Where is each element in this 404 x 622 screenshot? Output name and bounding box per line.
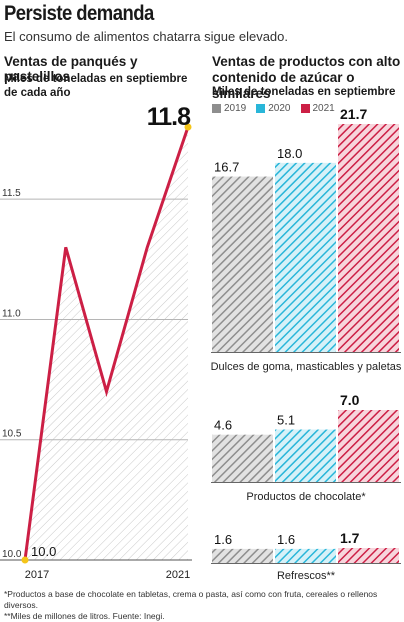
line-area-hatch xyxy=(25,127,188,560)
bar-label-g2-2020: 1.6 xyxy=(277,532,295,547)
legend-swatch-2021 xyxy=(300,104,310,113)
line-point-end xyxy=(184,123,192,131)
y-tick-label-2: 11.0 xyxy=(2,308,21,319)
legend-item-2019: 2019 xyxy=(212,103,246,114)
bar-g2-2020 xyxy=(275,548,336,563)
bar-g2-2019 xyxy=(212,548,273,563)
legend-swatch-2019 xyxy=(212,104,221,113)
footnote-1: *Productos a base de chocolate en tablet… xyxy=(4,589,378,610)
bar-label-g1-2019: 4.6 xyxy=(214,418,232,433)
legend-label-2019: 2019 xyxy=(224,103,247,114)
data-label-last: 11.8 xyxy=(147,103,191,131)
bar-g0-2020 xyxy=(275,162,336,352)
bar-chart-subtitle: Miles de toneladas en septiembre xyxy=(212,86,396,98)
y-tick-label-1: 10.5 xyxy=(2,429,22,440)
bar-g0-2021 xyxy=(338,124,399,352)
legend-item-2020: 2020 xyxy=(256,103,291,114)
footnote-2: **Miles de millones de litros. Fuente: I… xyxy=(4,611,165,621)
bar-label-g2-2019: 1.6 xyxy=(214,532,232,547)
legend-label-2020: 2020 xyxy=(268,103,291,114)
bar-g1-2020 xyxy=(275,429,336,482)
legend-label-2021: 2021 xyxy=(312,103,335,114)
page-subtitle: El consumo de alimentos chatarra sigue e… xyxy=(4,29,288,44)
page-title: Persiste demanda xyxy=(4,2,154,25)
line-series xyxy=(23,126,190,561)
bar-label-g1-2021: 7.0 xyxy=(340,392,360,408)
group-label-2: Refrescos** xyxy=(277,570,336,582)
line-chart-title: Ventas de panqués y pastelillos xyxy=(4,54,138,84)
legend-item-2021: 2021 xyxy=(300,103,335,114)
line-point-start xyxy=(21,556,29,564)
footnotes: *Productos a base de chocolate en tablet… xyxy=(4,589,404,622)
bar-g1-2021 xyxy=(338,410,399,482)
x-tick-label-0: 2017 xyxy=(25,569,49,581)
bar-chart-title: Ventas de productos con alto contenido d… xyxy=(212,54,401,101)
bar-g2-2021 xyxy=(338,548,399,563)
y-tick-label-0: 10.0 xyxy=(2,549,22,560)
line-chart-subtitle: Miles de toneladas en septiembre de cada… xyxy=(4,73,188,99)
bar-g1-2019 xyxy=(212,434,273,482)
bar-label-g0-2021: 21.7 xyxy=(340,106,367,122)
x-tick-label-1: 2021 xyxy=(166,569,190,581)
bar-g0-2019 xyxy=(212,176,273,352)
bar-legend: 2019 2020 2021 xyxy=(212,103,335,114)
bar-label-g0-2019: 16.7 xyxy=(214,160,239,175)
bar-label-g0-2020: 18.0 xyxy=(277,146,302,161)
bar-label-g2-2021: 1.7 xyxy=(340,530,360,546)
group-label-0: Dulces de goma, masticables y paletas xyxy=(211,361,402,373)
group-label-1: Productos de chocolate* xyxy=(246,491,366,503)
bar-label-g1-2020: 5.1 xyxy=(277,413,295,428)
data-label-first: 10.0 xyxy=(31,544,56,559)
y-tick-label-3: 11.5 xyxy=(2,188,21,199)
legend-swatch-2020 xyxy=(256,104,266,113)
